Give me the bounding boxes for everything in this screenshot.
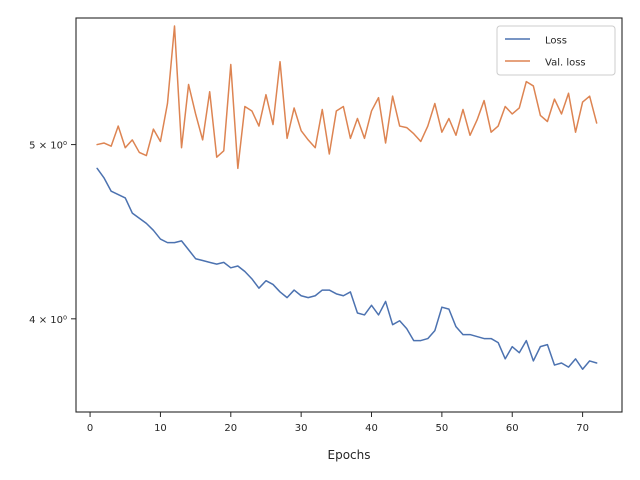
x-tick-label: 20 — [224, 423, 237, 434]
plot-frame — [75, 17, 623, 413]
y-tick-label: 5 × 10⁰ — [29, 141, 67, 152]
x-tick-label: 40 — [365, 423, 378, 434]
x-tick-label: 0 — [87, 423, 93, 434]
legend-label-val-loss: Val. loss — [545, 58, 586, 69]
x-axis: 0 10 20 30 40 50 60 70 — [87, 412, 589, 434]
series-layer — [96, 25, 598, 370]
series-line-val-loss — [96, 25, 598, 170]
legend: Loss Val. loss — [496, 25, 616, 76]
x-tick-label: 60 — [506, 423, 519, 434]
x-tick-label: 10 — [154, 423, 167, 434]
plot-background — [76, 18, 622, 412]
x-tick-label: 30 — [295, 423, 308, 434]
y-axis: 4 × 10⁰ 5 × 10⁰ — [29, 141, 76, 326]
y-tick-label: 4 × 10⁰ — [29, 315, 67, 326]
x-tick-label: 70 — [576, 423, 589, 434]
series-line-loss — [96, 167, 598, 370]
legend-label-loss: Loss — [545, 36, 567, 47]
x-axis-label: Epochs — [328, 448, 371, 462]
x-tick-label: 50 — [436, 423, 449, 434]
